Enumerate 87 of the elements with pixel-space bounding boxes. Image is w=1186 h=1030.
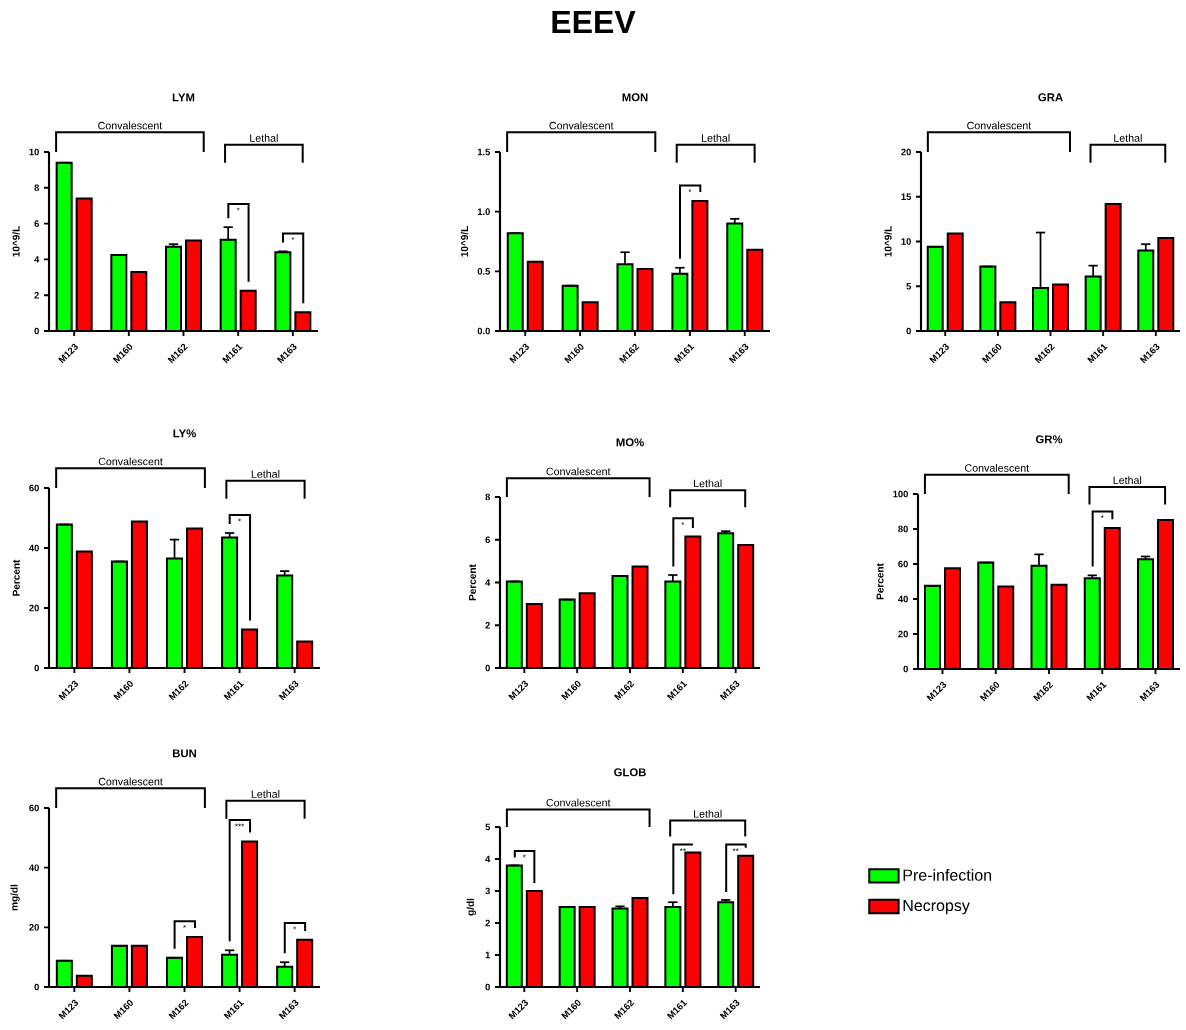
text: Lethal [1113,476,1142,485]
text: Convalescent [98,121,163,130]
y-tick-label: 60 [29,804,39,812]
y-tick-label: 0 [906,327,911,335]
y-tick-label: 5 [906,282,912,290]
y-axis-title: Percent [876,563,884,600]
text: Convalescent [965,463,1030,472]
y-axis-title: 10^9/L [460,226,469,257]
text: Lethal [702,134,730,142]
y-tick-label: 1 [485,951,491,959]
text: EEEV [552,10,636,33]
y-tick-label: 40 [29,864,39,871]
chart-title: BUN [172,749,197,758]
annotation: * [522,854,526,858]
y-tick-label: 20 [901,148,911,156]
y-tick-label: 1.0 [477,208,490,215]
y-tick-label: 100 [893,490,908,498]
chart-title: LYM [172,93,195,102]
y-tick-label: 8 [34,184,39,192]
text: Convalescent [546,467,611,476]
y-tick-label: 60 [898,560,908,568]
y-tick-label: 5 [485,823,491,831]
y-tick-label: 4 [485,855,491,863]
y-tick-label: 6 [34,220,39,227]
y-tick-label: 4 [485,579,491,586]
annotation: * [238,518,242,522]
y-tick-label: 0.0 [477,327,490,335]
annotation: * [681,521,685,525]
legend-label: Pre-infection [903,869,992,881]
y-tick-label: 0 [485,983,490,991]
chart-title: MON [622,93,648,102]
annotation: * [1100,515,1104,518]
y-tick-label: 40 [29,544,39,552]
text: Lethal [251,790,280,798]
y-tick-label: 0 [34,983,39,991]
y-tick-label: 40 [898,595,908,603]
y-axis-title: 10^9/L [12,226,20,257]
annotation: ** [679,848,686,852]
annotation: * [183,924,186,928]
annotation: * [291,237,295,240]
y-tick-label: 6 [485,536,490,544]
y-tick-label: 15 [901,193,912,200]
y-tick-label: 0 [903,665,908,673]
chart-title: MO% [616,438,644,447]
y-tick-label: 0 [34,664,39,672]
y-tick-label: 80 [898,525,908,533]
y-axis-title: Percent [468,564,476,601]
text: Lethal [251,470,280,478]
annotation: *** [235,823,245,827]
annotation: * [293,926,297,930]
annotation: ** [732,848,739,852]
text: Lethal [1114,134,1142,142]
y-axis-title: mg/dl [10,884,20,911]
chart-title: LY% [173,429,196,438]
text: Lethal [694,479,722,488]
y-axis-title: Percent [12,559,20,596]
y-tick-label: 0.5 [477,268,491,275]
y-tick-label: 0 [34,327,39,335]
y-tick-label: 60 [29,484,39,492]
y-tick-label: 2 [485,919,490,927]
y-tick-label: 4 [34,256,40,263]
text: Lethal [694,809,722,818]
y-axis-title: 10^9/L [884,226,892,257]
text: Lethal [250,134,278,142]
annotation: * [688,189,692,192]
text: Convalescent [98,777,163,786]
y-tick-label: 2 [34,291,39,299]
chart-title: GRA [1038,93,1063,102]
y-tick-label: 10 [29,148,39,156]
chart-title: GR% [1035,435,1063,444]
y-tick-label: 1.5 [477,148,491,156]
y-tick-label: 10 [901,238,911,245]
text: Convalescent [98,457,163,466]
text: Convalescent [967,121,1032,130]
legend-label: Necropsy [903,899,970,915]
annotation: * [236,207,240,211]
y-tick-label: 0 [485,664,490,672]
chart-title: GLOB [614,768,646,777]
text: Convalescent [546,798,611,807]
y-tick-label: 20 [29,604,39,612]
y-tick-label: 20 [29,924,39,931]
y-tick-label: 8 [485,493,490,501]
y-tick-label: 2 [485,622,490,629]
y-tick-label: 3 [485,887,490,895]
y-tick-label: 20 [898,630,908,638]
text: Convalescent [549,121,614,130]
y-axis-title: g/dl [466,898,476,916]
